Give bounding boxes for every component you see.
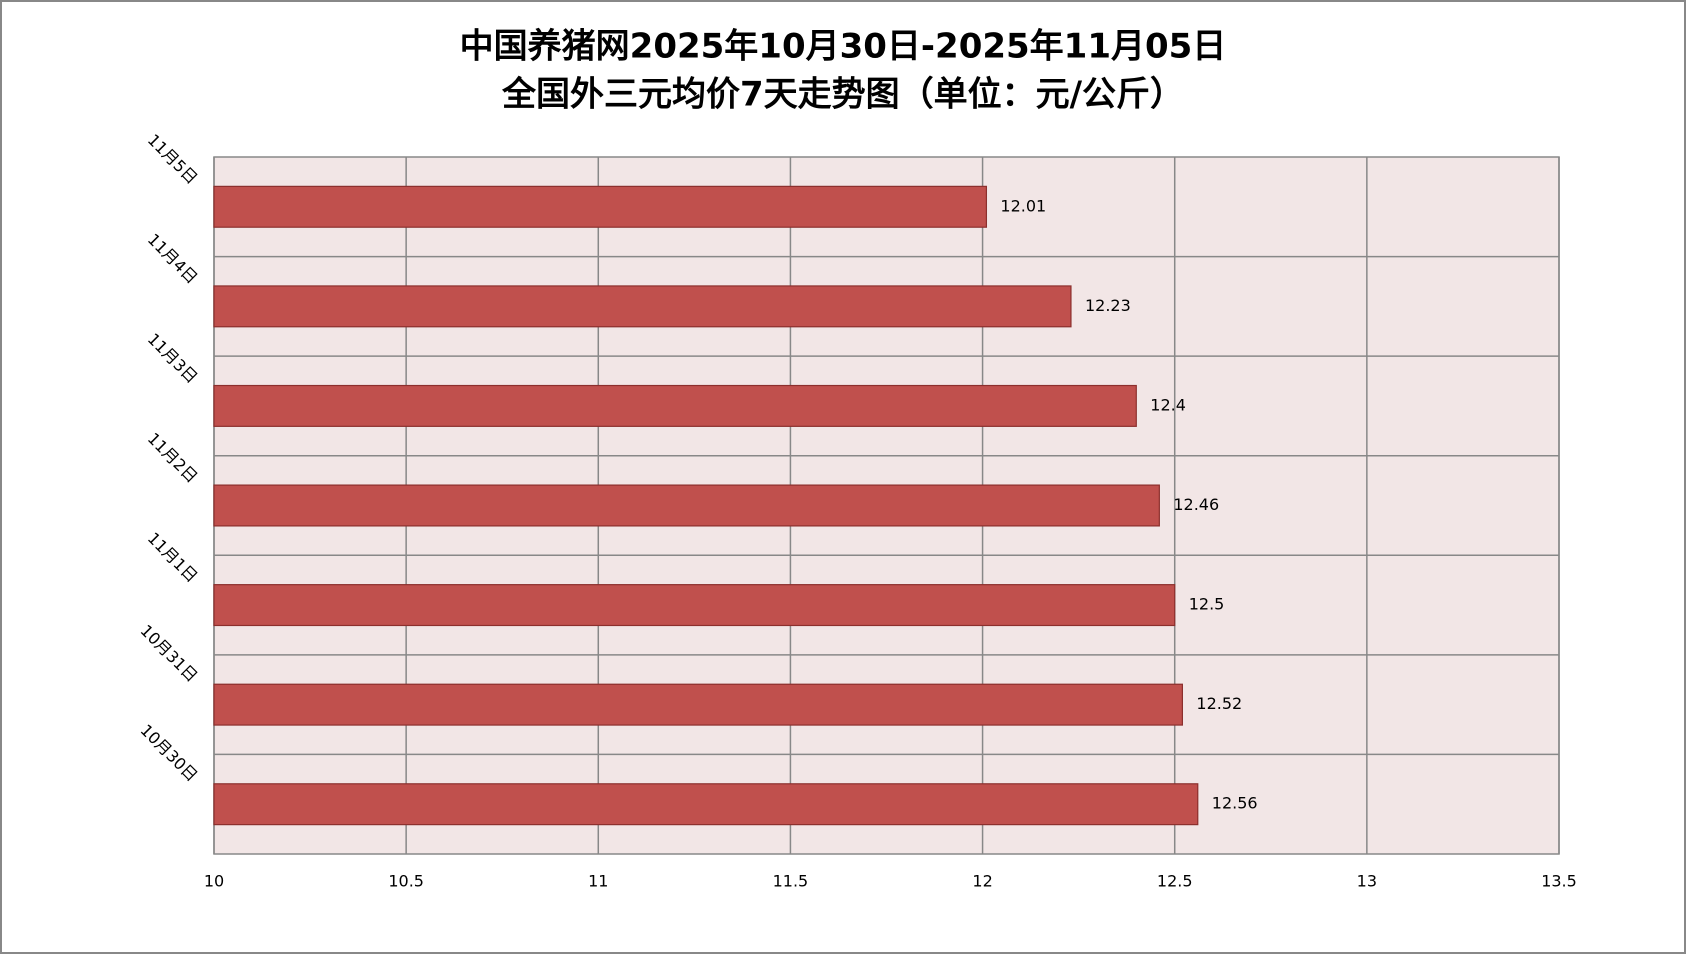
x-tick-label: 12 — [972, 872, 992, 891]
data-label: 12.56 — [1212, 794, 1258, 813]
x-tick-label: 12.5 — [1157, 872, 1193, 891]
bar — [213, 384, 1137, 427]
chart-title: 中国养猪网2025年10月30日-2025年11月05日 — [460, 27, 1227, 67]
data-label: 12.4 — [1150, 395, 1186, 414]
data-label: 12.5 — [1189, 595, 1225, 614]
x-tick-label: 11 — [588, 872, 608, 891]
bar — [213, 285, 1072, 328]
data-label: 12.52 — [1196, 694, 1242, 713]
x-tick-label: 13 — [1357, 872, 1377, 891]
bar — [213, 783, 1199, 826]
data-label: 12.46 — [1173, 495, 1219, 514]
data-label: 12.01 — [1000, 196, 1046, 215]
x-tick-label: 13.5 — [1541, 872, 1577, 891]
x-tick-label: 11.5 — [773, 872, 809, 891]
data-label: 12.23 — [1085, 296, 1131, 315]
chart-subtitle: 全国外三元均价7天走势图（单位：元/公斤） — [501, 75, 1184, 115]
bar — [213, 185, 988, 228]
x-tick-label: 10.5 — [388, 872, 424, 891]
x-tick-label: 10 — [204, 872, 224, 891]
bar — [213, 683, 1184, 726]
bar — [213, 484, 1160, 527]
bar — [213, 584, 1176, 627]
